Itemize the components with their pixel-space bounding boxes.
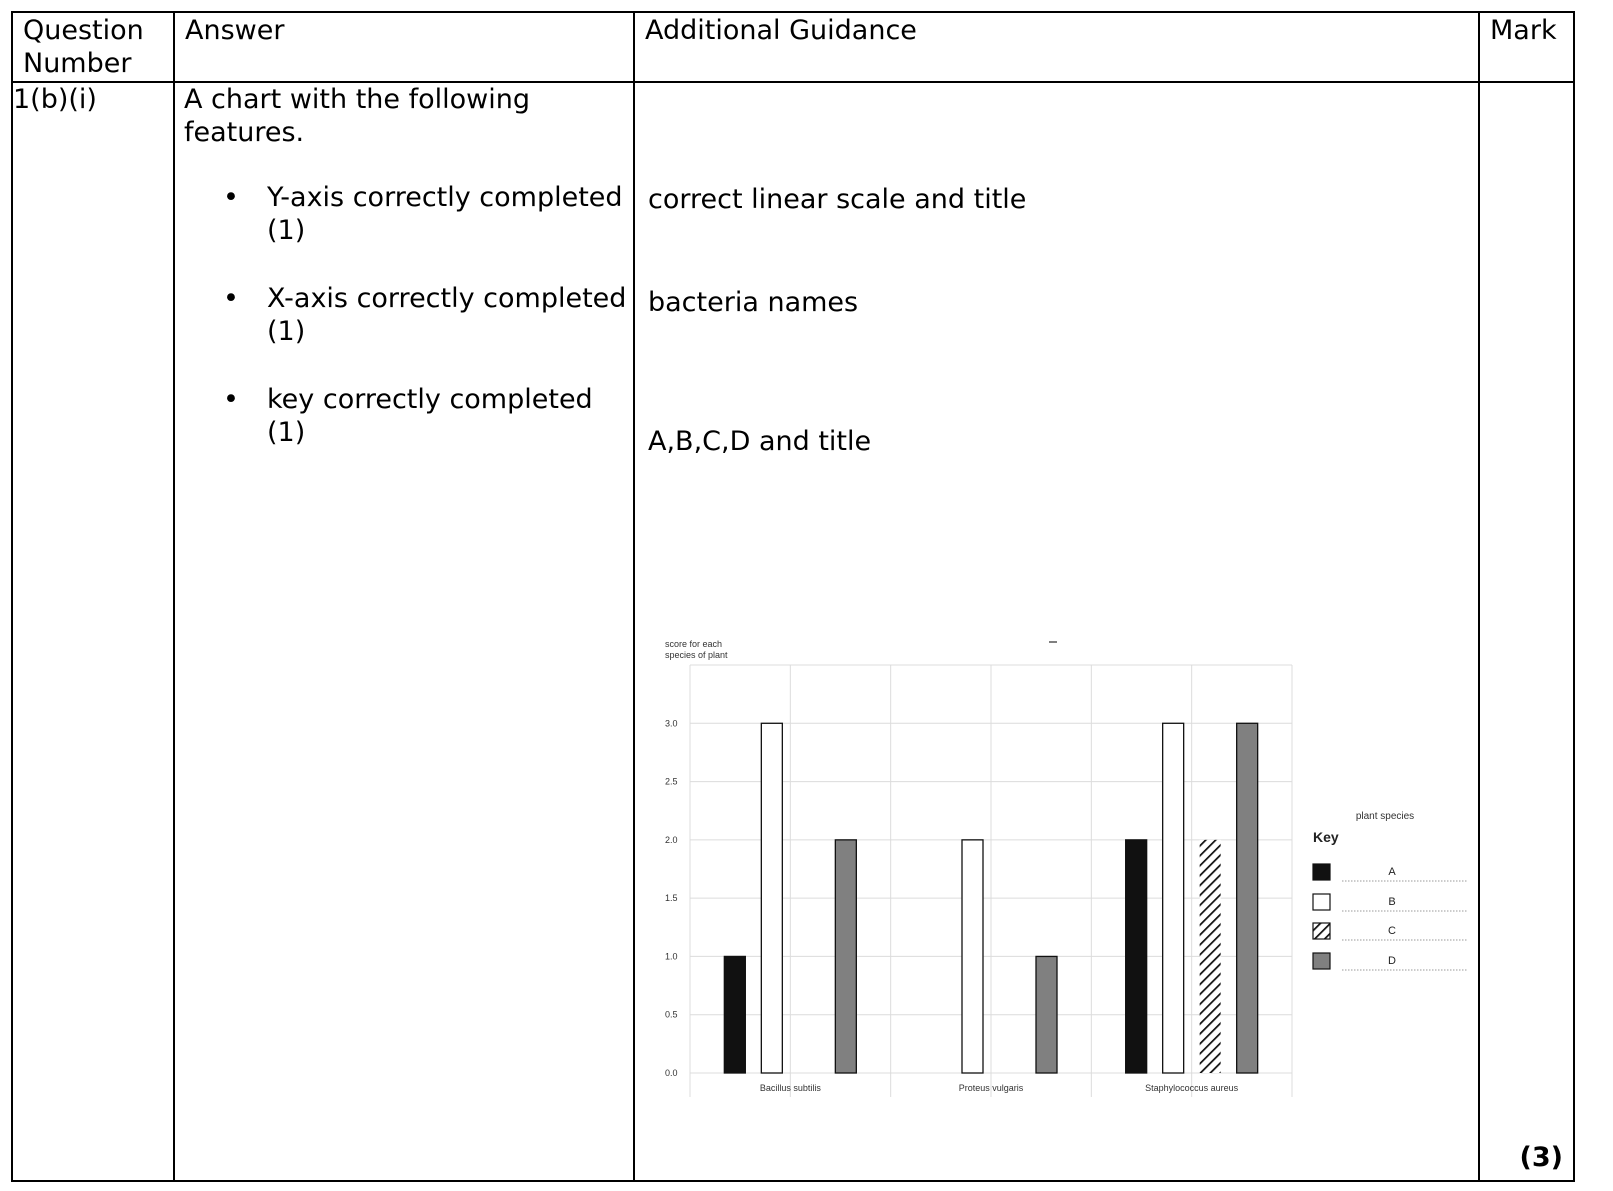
header-row: Question Number Answer Additional Guidan…: [11, 11, 1575, 83]
bullet-icon: •: [223, 283, 239, 314]
bar-a: [1125, 839, 1148, 1074]
y-tick-label: 0.5: [665, 1010, 678, 1020]
feature-item-x-axis: • X-axis correctly completed (1): [175, 282, 633, 348]
bar-b: [1162, 722, 1185, 1074]
bar-b: [760, 722, 783, 1074]
y-tick-label: 2.5: [665, 777, 678, 787]
legend-swatch-c: [1312, 922, 1331, 940]
bar-d: [1035, 955, 1058, 1074]
mark-cell: (3): [1478, 81, 1575, 1182]
feature-item-key: • key correctly completed (1): [175, 383, 633, 449]
guidance-x-axis: bacteria names: [648, 287, 859, 318]
legend-swatch-b: [1312, 893, 1331, 911]
x-tick-label: Staphylococcus aureus: [1145, 1083, 1239, 1093]
y-tick-label: 1.0: [665, 951, 678, 961]
bar-a: [723, 955, 746, 1074]
x-tick-label: Proteus vulgaris: [959, 1083, 1024, 1093]
answer-intro: A chart with the following features.: [184, 84, 530, 148]
feature-item-label: Y-axis correctly completed (1): [267, 182, 623, 246]
answer-row: 1(b)(i) A chart with the following featu…: [11, 81, 1575, 1182]
answer-cell: A chart with the following features. • Y-…: [173, 81, 635, 1182]
y-tick-label: 2.0: [665, 835, 678, 845]
guidance-key: A,B,C,D and title: [648, 426, 872, 457]
legend-label-c: C: [1388, 925, 1396, 937]
legend-swatch-a: [1312, 863, 1331, 881]
bar-d: [834, 839, 857, 1074]
bar-c: [1199, 839, 1221, 1073]
y-axis-label: score for each species of plant: [665, 639, 728, 660]
y-tick-label: 0.0: [665, 1068, 678, 1078]
bullet-icon: •: [223, 384, 239, 415]
header-mark: Mark: [1478, 11, 1575, 83]
legend-label-b: B: [1388, 896, 1395, 908]
header-guidance: Additional Guidance: [633, 11, 1480, 83]
feature-list: • Y-axis correctly completed (1) • X-axis …: [175, 181, 633, 449]
question-number: 1(b)(i): [11, 81, 175, 1182]
feature-item-label: X-axis correctly completed (1): [267, 283, 627, 347]
feature-item-label: key correctly completed (1): [267, 384, 593, 448]
guidance-cell: correct linear scale and title bacteria …: [633, 81, 1480, 1182]
y-tick-label: 1.5: [665, 893, 678, 903]
mark-scheme-table: Question Number Answer Additional Guidan…: [11, 11, 1575, 1182]
bullet-icon: •: [223, 182, 239, 213]
legend-label-a: A: [1388, 866, 1396, 878]
header-answer: Answer: [173, 11, 635, 83]
legend-key-label: Key: [1313, 829, 1339, 845]
guidance-y-axis: correct linear scale and title: [648, 184, 1027, 215]
bar-d: [1236, 722, 1259, 1074]
bar-chart: score for each species of plant 0.0 0.5 1.0 1…: [665, 639, 1468, 1097]
bar-b: [961, 839, 984, 1074]
legend-swatch-d: [1312, 952, 1331, 970]
legend-title: plant species: [1356, 811, 1414, 822]
legend-label-d: D: [1388, 955, 1396, 967]
y-tick-label: 3.0: [665, 718, 678, 728]
x-tick-label: Bacillus subtilis: [760, 1083, 822, 1093]
total-mark: (3): [1519, 1142, 1563, 1173]
feature-item-y-axis: • Y-axis correctly completed (1): [175, 181, 633, 247]
header-question-number: Question Number: [11, 11, 175, 83]
